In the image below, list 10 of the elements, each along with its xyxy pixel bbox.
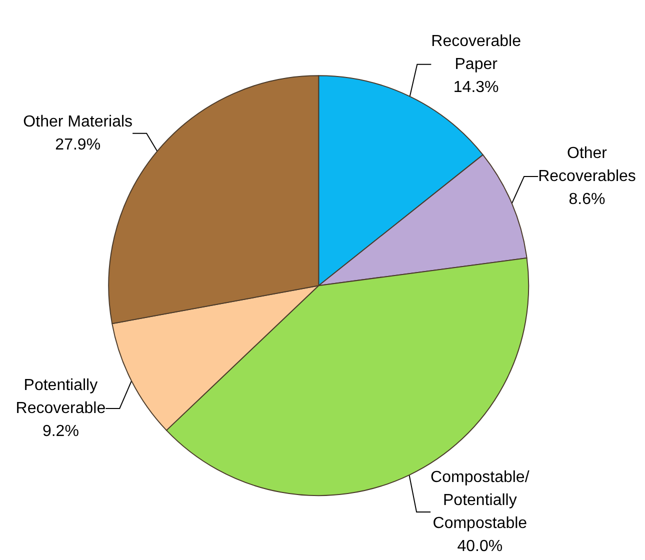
- data-label: 14.3%: [453, 78, 499, 96]
- slice-label: Potentially Recoverable: [16, 376, 106, 417]
- data-label: 8.6%: [568, 191, 606, 208]
- slice-label: Recoverable Paper: [431, 32, 522, 73]
- data-label: 27.9%: [55, 136, 101, 154]
- data-label: 40.0%: [457, 538, 503, 555]
- slice-label: Compostable/ Potentially Compostable: [430, 469, 530, 532]
- slice-label: Other Recoverables: [538, 145, 636, 185]
- data-label: 9.2%: [42, 422, 79, 440]
- slice-label: Other Materials: [23, 113, 133, 130]
